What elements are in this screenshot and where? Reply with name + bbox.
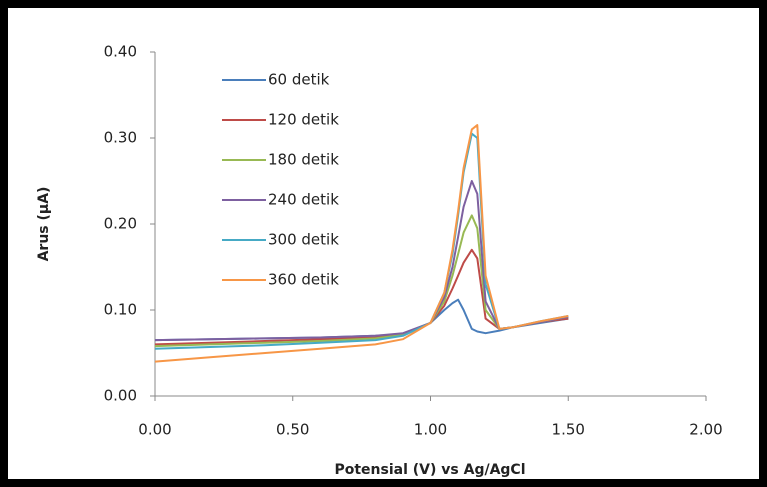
y-tick-label: 0.10	[104, 301, 137, 319]
x-tick-label: 1.00	[414, 421, 447, 439]
x-tick-label: 0.00	[138, 421, 171, 439]
legend-label: 300 detik	[268, 231, 339, 249]
legend-label: 120 detik	[268, 111, 339, 129]
legend-label: 240 detik	[268, 191, 339, 209]
legend-label: 360 detik	[268, 271, 339, 289]
legend-label: 180 detik	[268, 151, 339, 169]
y-tick-label: 0.40	[104, 43, 137, 61]
y-tick-label: 0.20	[104, 215, 137, 233]
y-tick-label: 0.30	[104, 129, 137, 147]
legend-label: 60 detik	[268, 71, 330, 89]
x-tick-label: 0.50	[276, 421, 309, 439]
x-tick-label: 1.50	[552, 421, 585, 439]
series-line	[154, 124, 569, 363]
y-tick-label: 0.00	[104, 387, 137, 405]
x-tick-label: 2.00	[689, 421, 722, 439]
x-axis-title: Potensial (V) vs Ag/AgCl	[334, 462, 525, 478]
y-axis-title: Arus (µA)	[36, 187, 52, 262]
